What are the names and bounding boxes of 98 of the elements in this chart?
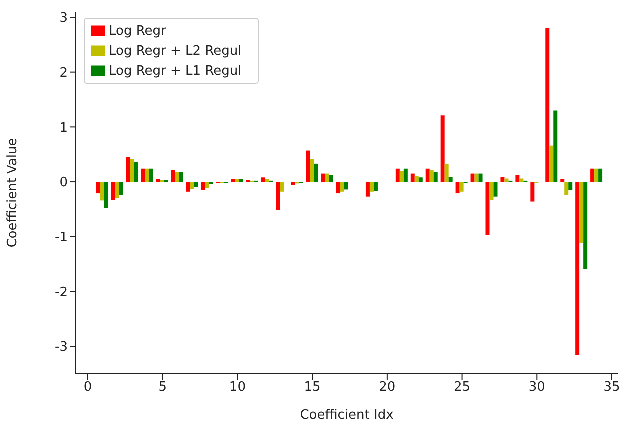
bar <box>344 182 348 190</box>
bar <box>291 182 296 186</box>
y-tick-label: -3 <box>55 340 68 356</box>
legend-label: Log Regr + L2 Regul <box>109 44 242 59</box>
bar <box>175 172 180 182</box>
bar <box>456 182 460 194</box>
y-tick-label: 0 <box>60 176 68 191</box>
bar <box>564 182 569 196</box>
y-tick-label: 1 <box>60 120 68 136</box>
x-tick-label: 15 <box>304 380 321 396</box>
bar <box>410 174 415 182</box>
bar <box>546 28 550 182</box>
bar <box>486 182 490 236</box>
bar <box>400 171 404 182</box>
bar <box>145 168 150 182</box>
bar <box>276 182 280 210</box>
bar <box>500 177 505 182</box>
x-tick-label: 30 <box>528 380 546 396</box>
y-tick-label: -2 <box>55 285 68 300</box>
bar <box>235 179 240 182</box>
bar <box>119 182 124 196</box>
bar <box>460 182 464 192</box>
bar <box>550 146 554 182</box>
bar <box>171 170 176 182</box>
bar <box>265 179 270 182</box>
bar <box>370 182 374 192</box>
bar <box>530 182 535 202</box>
legend-label: Log Regr <box>109 24 166 39</box>
bar <box>141 168 146 182</box>
x-tick-label: 10 <box>229 380 246 396</box>
bar <box>560 179 565 182</box>
bar <box>426 168 430 182</box>
bar <box>149 168 154 182</box>
bar <box>321 174 326 182</box>
bar <box>404 168 408 182</box>
bar <box>478 174 483 182</box>
bar <box>490 182 494 200</box>
bar <box>434 172 438 182</box>
bar <box>494 182 498 197</box>
bar <box>115 182 120 198</box>
bar <box>310 158 314 182</box>
bar <box>448 177 453 182</box>
bar <box>340 182 344 192</box>
bar <box>414 176 419 182</box>
bar <box>231 179 236 182</box>
bar <box>179 172 184 182</box>
bar <box>580 182 584 244</box>
bar <box>396 168 400 182</box>
bar <box>205 182 210 188</box>
bar <box>201 182 206 190</box>
bar <box>590 168 595 182</box>
x-tick-label: 0 <box>84 380 92 396</box>
bar <box>126 157 130 182</box>
bar <box>194 182 198 188</box>
bar <box>576 182 580 356</box>
bar <box>329 175 334 182</box>
x-tick-label: 35 <box>604 380 620 396</box>
bar <box>366 182 370 197</box>
bar <box>104 182 108 208</box>
bar <box>111 182 116 200</box>
x-tick-label: 25 <box>454 380 471 396</box>
bar <box>239 179 244 182</box>
bar <box>336 182 340 194</box>
bar <box>314 164 318 182</box>
y-tick-label: -1 <box>55 230 68 246</box>
bar <box>190 182 194 190</box>
bar <box>261 178 266 182</box>
bar <box>430 170 434 182</box>
bar <box>306 150 310 182</box>
x-tick-label: 5 <box>158 380 167 396</box>
bar <box>554 110 558 182</box>
bar <box>594 168 599 182</box>
x-tick-label: 20 <box>379 380 396 396</box>
bar <box>418 178 423 182</box>
bar <box>325 174 330 182</box>
y-axis-title: Coefficient Value <box>6 138 21 248</box>
bar <box>96 182 100 194</box>
y-tick-label: 3 <box>60 11 68 26</box>
bar <box>584 182 588 270</box>
bar <box>568 182 573 190</box>
bar <box>504 178 509 182</box>
bar <box>598 168 603 182</box>
bar <box>520 178 524 182</box>
bar <box>130 158 134 182</box>
bar <box>440 116 445 182</box>
bar <box>516 175 520 182</box>
bar <box>280 182 284 192</box>
bar <box>470 174 475 182</box>
bar <box>156 179 160 182</box>
bar <box>374 182 378 192</box>
bar <box>474 174 479 182</box>
y-tick-label: 2 <box>60 66 68 81</box>
x-axis-title: Coefficient Idx <box>300 408 394 423</box>
bar <box>444 164 449 182</box>
bar <box>100 182 104 201</box>
bar <box>134 162 138 182</box>
legend-label: Log Regr + L1 Regul <box>109 64 242 79</box>
bar <box>186 182 190 192</box>
